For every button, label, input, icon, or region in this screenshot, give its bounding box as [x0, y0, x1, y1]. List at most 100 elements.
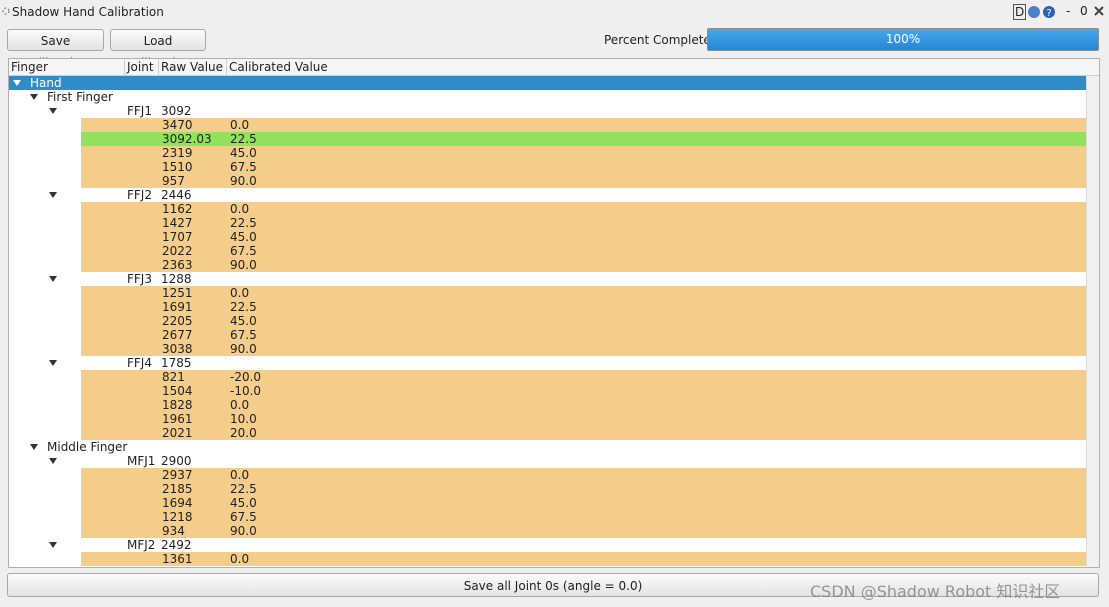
calibrated-value: 67.5 — [230, 160, 257, 174]
calibration-row[interactable]: 2205 45.0 — [81, 314, 1086, 328]
progress-text: 100% — [885, 32, 921, 46]
joint-name: FFJ1 — [127, 104, 152, 118]
expand-arrow[interactable] — [49, 108, 57, 114]
joint-row[interactable]: FFJ2 2446 — [9, 188, 1086, 202]
joint-row[interactable]: FFJ3 1288 — [9, 272, 1086, 286]
minimize-button[interactable]: - — [1066, 4, 1071, 18]
joint-raw: 2492 — [161, 538, 192, 552]
joint-name: MFJ1 — [127, 454, 156, 468]
calibration-row[interactable]: 1694 45.0 — [81, 496, 1086, 510]
calibration-row[interactable]: 1828 0.0 — [81, 398, 1086, 412]
scrollbar[interactable] — [1086, 76, 1099, 567]
dock-button[interactable]: D — [1013, 4, 1027, 20]
raw-value: 3092.03 — [162, 132, 212, 146]
calibration-row[interactable]: 957 90.0 — [81, 174, 1086, 188]
joint-row[interactable]: MFJ2 2492 — [9, 538, 1086, 552]
expand-arrow[interactable] — [49, 542, 57, 548]
raw-value: 934 — [162, 524, 185, 538]
joint-row[interactable]: FFJ4 1785 — [9, 356, 1086, 370]
raw-value: 2205 — [162, 314, 193, 328]
calibrated-value: 22.5 — [230, 132, 257, 146]
raw-value: 2677 — [162, 328, 193, 342]
finger-row[interactable]: Middle Finger — [9, 440, 1086, 454]
root-label: Hand — [30, 76, 62, 90]
calibration-row[interactable]: 934 90.0 — [81, 524, 1086, 538]
window-title: Shadow Hand Calibration — [12, 5, 164, 19]
raw-value: 2185 — [162, 482, 193, 496]
calibration-row[interactable]: 2319 45.0 — [81, 146, 1086, 160]
root-row[interactable]: Hand — [9, 76, 1086, 90]
tree-rows: Hand First Finger FFJ1 3092 3470 0.0 3092.03 22… — [9, 76, 1086, 567]
calibration-row[interactable]: 2021 20.0 — [81, 426, 1086, 440]
joint-raw: 3092 — [161, 104, 192, 118]
save-calibration-button[interactable]: Save Calibration — [7, 29, 104, 70]
raw-value: 2319 — [162, 146, 193, 160]
expand-arrow[interactable] — [13, 80, 21, 86]
finger-row[interactable]: First Finger — [9, 90, 1086, 104]
calibrated-value: 45.0 — [230, 314, 257, 328]
calibrated-value: 0.0 — [230, 398, 250, 412]
calibrated-value: 90.0 — [230, 524, 257, 538]
save-all-zeros-button[interactable]: Save all Joint 0s (angle = 0.0) — [7, 573, 1099, 597]
calibration-row[interactable]: 1218 67.5 — [81, 510, 1086, 524]
raw-value: 957 — [162, 174, 185, 188]
calibration-row[interactable]: 1707 45.0 — [81, 230, 1086, 244]
calibration-row[interactable]: 1961 10.0 — [81, 412, 1086, 426]
raw-value: 1691 — [162, 300, 193, 314]
header-raw-value[interactable]: Raw Value — [159, 59, 227, 75]
load-calibration-button[interactable]: Load Calibration — [110, 29, 206, 70]
calibration-row[interactable]: 2022 67.5 — [81, 244, 1086, 258]
reload-help-icons[interactable]: ? — [1027, 5, 1057, 20]
header-calibrated-value[interactable]: Calibrated Value — [229, 60, 328, 74]
header-joint[interactable]: Joint — [125, 59, 159, 75]
calibration-row[interactable]: 1510 67.5 — [81, 160, 1086, 174]
title-bar: Shadow Hand Calibration D ? - 0 — [0, 0, 1109, 24]
calibration-row[interactable]: 2363 90.0 — [81, 258, 1086, 272]
raw-value: 1707 — [162, 230, 193, 244]
calibration-row[interactable]: 821 -20.0 — [81, 370, 1086, 384]
calibrated-value: -10.0 — [230, 384, 262, 398]
calibration-row[interactable]: 1251 0.0 — [81, 286, 1086, 300]
calibrated-value: 0.0 — [230, 552, 250, 566]
calibration-row[interactable]: 1361 0.0 — [81, 552, 1086, 566]
raw-value: 2937 — [162, 468, 193, 482]
raw-value: 1961 — [162, 412, 193, 426]
calibrated-value: 10.0 — [230, 412, 257, 426]
calibration-row[interactable]: 3038 90.0 — [81, 342, 1086, 356]
calibrated-value: -20.0 — [230, 370, 262, 384]
calibration-row[interactable]: 2677 67.5 — [81, 328, 1086, 342]
raw-value: 2363 — [162, 258, 193, 272]
progress-bar: 100% — [707, 28, 1099, 51]
calibration-row[interactable]: 1162 0.0 — [81, 202, 1086, 216]
calibrated-value: 90.0 — [230, 174, 257, 188]
joint-raw: 2446 — [161, 188, 192, 202]
progress-fill — [708, 29, 1098, 50]
expand-arrow[interactable] — [49, 192, 57, 198]
joint-row[interactable]: MFJ1 2900 — [9, 454, 1086, 468]
expand-arrow[interactable] — [49, 360, 57, 366]
header-finger[interactable]: Finger — [9, 59, 125, 75]
calibrated-value: 0.0 — [230, 468, 250, 482]
calibration-row[interactable]: 2185 22.5 — [81, 482, 1086, 496]
calibration-row[interactable]: 1504 -10.0 — [81, 384, 1086, 398]
restore-button[interactable]: 0 — [1080, 4, 1088, 18]
calibration-row[interactable]: 3470 0.0 — [81, 118, 1086, 132]
calibration-row[interactable]: 1427 22.5 — [81, 216, 1086, 230]
close-button[interactable] — [1094, 6, 1104, 16]
calibrated-value: 90.0 — [230, 258, 257, 272]
expand-arrow[interactable] — [49, 458, 57, 464]
calibrated-value: 45.0 — [230, 496, 257, 510]
joint-name: FFJ4 — [127, 356, 152, 370]
calibration-row[interactable]: 3092.03 22.5 — [81, 132, 1086, 146]
calibration-row[interactable]: 2937 0.0 — [81, 468, 1086, 482]
calibration-row[interactable]: 1691 22.5 — [81, 300, 1086, 314]
calibrated-value: 0.0 — [230, 286, 250, 300]
joint-raw: 1288 — [161, 272, 192, 286]
expand-arrow[interactable] — [49, 276, 57, 282]
expand-arrow[interactable] — [30, 444, 38, 450]
joint-row[interactable]: FFJ1 3092 — [9, 104, 1086, 118]
app-icon — [2, 7, 10, 15]
expand-arrow[interactable] — [30, 94, 38, 100]
joint-name: FFJ3 — [127, 272, 152, 286]
